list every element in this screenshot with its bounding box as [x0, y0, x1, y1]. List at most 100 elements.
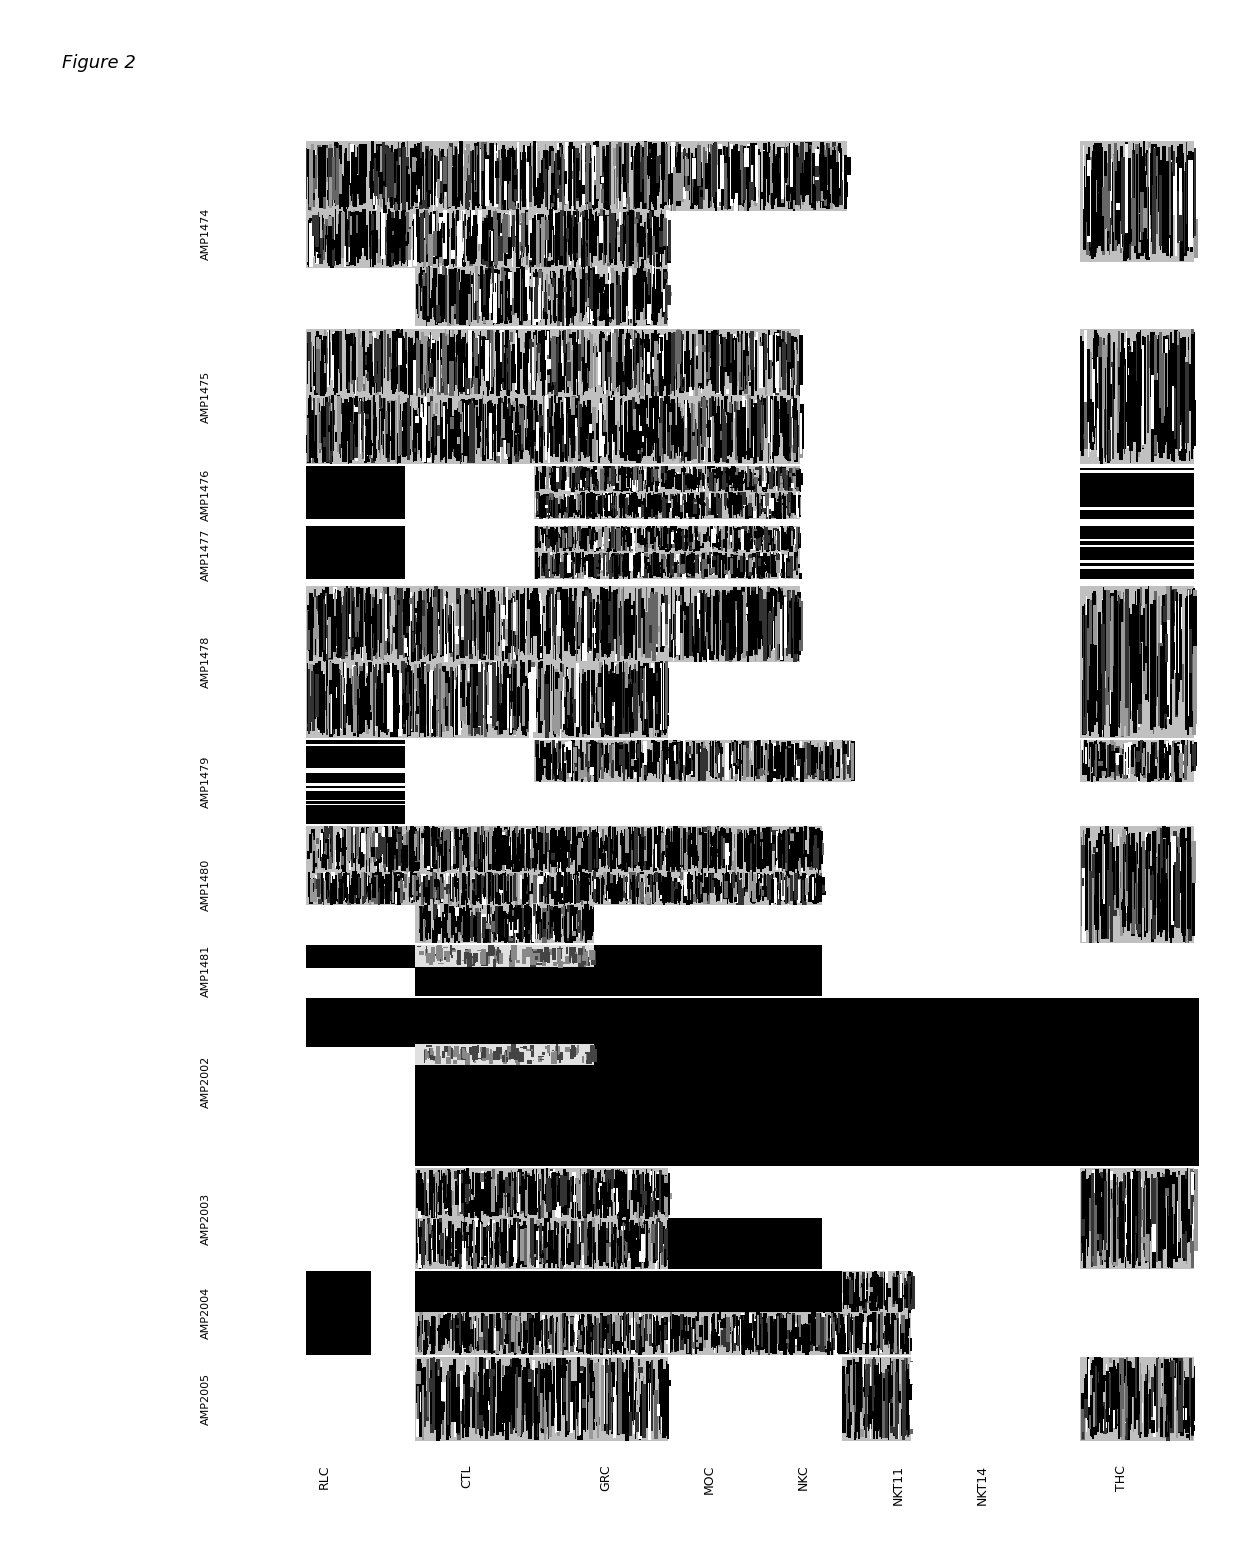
Bar — [422, 1221, 425, 1265]
Bar — [464, 952, 469, 959]
Bar — [605, 663, 606, 728]
Bar — [588, 219, 589, 248]
Bar — [596, 742, 601, 770]
Bar — [585, 591, 588, 653]
Bar — [511, 603, 515, 631]
Bar — [506, 409, 508, 454]
Bar — [578, 344, 580, 370]
Bar — [594, 832, 596, 859]
Bar — [760, 401, 763, 443]
Bar — [409, 670, 413, 730]
Bar — [717, 493, 719, 513]
Bar — [1120, 1201, 1123, 1232]
Bar — [621, 589, 624, 656]
Bar — [704, 400, 708, 408]
Bar — [780, 476, 781, 488]
Bar — [567, 1172, 569, 1215]
Bar — [890, 1362, 893, 1398]
Bar — [742, 586, 745, 654]
Bar — [444, 887, 448, 890]
Bar — [446, 907, 450, 935]
Bar — [582, 443, 585, 449]
Bar — [796, 153, 800, 191]
Bar — [748, 146, 750, 208]
Bar — [496, 601, 498, 642]
Bar — [890, 1324, 893, 1355]
Bar — [657, 685, 661, 738]
Bar — [1194, 212, 1197, 259]
Bar — [522, 1178, 525, 1198]
Bar — [378, 425, 381, 453]
Bar — [363, 225, 368, 256]
Bar — [516, 397, 518, 459]
Bar — [715, 595, 718, 659]
Bar — [691, 412, 693, 454]
Bar — [620, 468, 624, 484]
Bar — [770, 405, 773, 414]
Bar — [467, 155, 469, 163]
Bar — [386, 220, 389, 267]
Bar — [584, 952, 587, 967]
Bar — [345, 873, 347, 902]
Bar — [1089, 1198, 1091, 1231]
Bar — [516, 600, 518, 636]
Bar — [424, 905, 428, 919]
Bar — [595, 214, 596, 256]
Bar — [631, 555, 635, 563]
Bar — [435, 1237, 439, 1254]
Bar — [508, 1173, 512, 1207]
Bar — [706, 594, 707, 660]
Bar — [1149, 604, 1153, 730]
Bar — [507, 882, 510, 904]
Bar — [461, 911, 464, 922]
Bar — [631, 1341, 635, 1350]
Bar — [523, 287, 527, 321]
Bar — [374, 676, 378, 710]
Bar — [564, 873, 567, 876]
Bar — [312, 236, 315, 256]
Bar — [799, 828, 802, 857]
Bar — [456, 905, 458, 914]
Bar — [630, 1220, 634, 1257]
Bar — [542, 494, 544, 518]
Bar — [1114, 1369, 1117, 1411]
Bar — [714, 1330, 715, 1353]
Bar — [801, 873, 806, 882]
Bar — [680, 744, 682, 781]
Bar — [1182, 170, 1185, 217]
Bar — [569, 335, 572, 338]
Bar — [398, 155, 402, 203]
Bar — [858, 1369, 861, 1438]
Bar — [562, 144, 563, 198]
Bar — [887, 1319, 889, 1344]
Bar — [739, 493, 740, 516]
Bar — [795, 601, 799, 654]
Bar — [549, 527, 552, 539]
Bar — [745, 336, 749, 346]
Bar — [467, 236, 471, 260]
Bar — [604, 1183, 606, 1217]
Bar — [594, 879, 596, 890]
Bar — [765, 752, 769, 763]
Bar — [537, 879, 538, 905]
Bar — [521, 271, 523, 324]
Bar — [418, 591, 422, 611]
Bar — [430, 879, 433, 899]
Bar — [1168, 1197, 1172, 1215]
Bar — [585, 907, 589, 938]
Bar — [569, 172, 572, 192]
Bar — [680, 1313, 683, 1344]
Bar — [737, 888, 738, 894]
Bar — [791, 493, 792, 513]
Bar — [1152, 1420, 1154, 1432]
Bar — [626, 268, 627, 305]
Bar — [789, 533, 792, 552]
Bar — [621, 401, 625, 457]
Bar — [548, 552, 551, 569]
Bar — [1179, 1361, 1180, 1384]
Bar — [743, 400, 746, 451]
Bar — [1153, 600, 1156, 727]
Bar — [398, 587, 403, 656]
Bar — [745, 507, 748, 513]
Bar — [461, 829, 465, 834]
